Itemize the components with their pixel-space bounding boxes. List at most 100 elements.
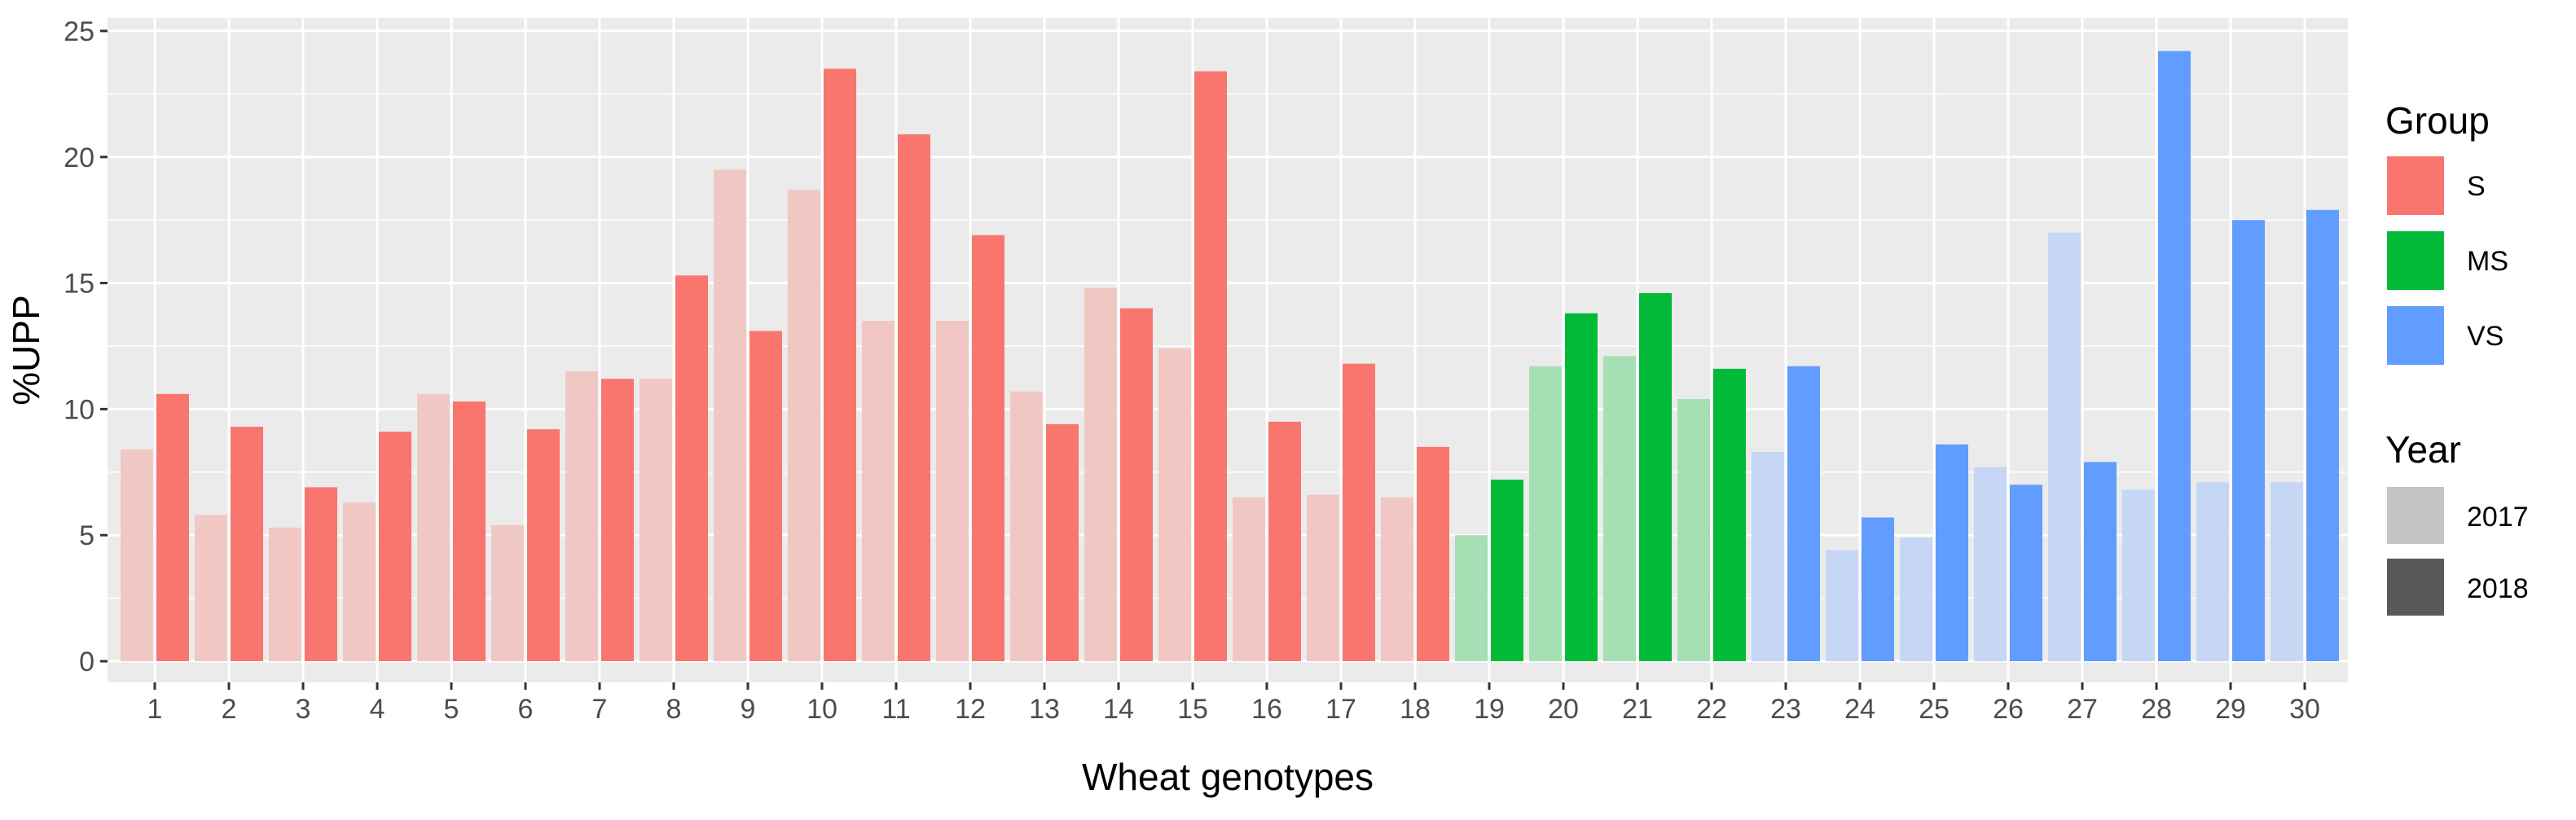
x-tick-label: 10 bbox=[807, 694, 837, 725]
bar-29-2017 bbox=[2196, 482, 2229, 661]
bar-26-2017 bbox=[1974, 467, 2007, 661]
y-tick-label: 25 bbox=[64, 16, 95, 47]
bar-3-2018 bbox=[305, 487, 337, 661]
bar-24-2017 bbox=[1826, 550, 1858, 661]
y-tick-label: 0 bbox=[79, 647, 95, 677]
bar-7-2018 bbox=[601, 379, 634, 661]
bar-19-2018 bbox=[1491, 480, 1523, 661]
bar-6-2018 bbox=[527, 429, 560, 661]
bar-21-2018 bbox=[1639, 292, 1672, 661]
bar-22-2018 bbox=[1713, 368, 1746, 661]
bar-8-2017 bbox=[640, 379, 672, 661]
x-tick-label: 30 bbox=[2289, 694, 2320, 725]
bar-15-2018 bbox=[1194, 71, 1227, 661]
x-tick-label: 11 bbox=[881, 694, 910, 725]
x-tick-label: 26 bbox=[1993, 694, 2024, 725]
bar-24-2018 bbox=[1862, 517, 1894, 661]
x-tick-label: 3 bbox=[296, 694, 311, 725]
bar-9-2018 bbox=[750, 331, 782, 661]
bar-11-2018 bbox=[898, 134, 930, 661]
bar-10-2017 bbox=[788, 190, 820, 662]
legend-key-2018 bbox=[2387, 559, 2444, 616]
x-tick-label: 6 bbox=[518, 694, 534, 725]
bar-19-2017 bbox=[1455, 535, 1488, 661]
x-tick-label: 17 bbox=[1325, 694, 1356, 725]
bar-10-2018 bbox=[824, 68, 856, 661]
x-tick-label: 28 bbox=[2141, 694, 2172, 725]
x-tick-label: 14 bbox=[1103, 694, 1134, 725]
legend-key-s bbox=[2387, 156, 2444, 215]
y-axis-ticks: 0 5 10 15 20 25 bbox=[64, 16, 108, 677]
x-tick-label: 4 bbox=[370, 694, 385, 725]
bar-27-2018 bbox=[2084, 462, 2117, 661]
bar-1-2017 bbox=[121, 449, 153, 661]
x-axis-ticks: 1 2 3 4 5 6 7 8 9 10 11 12 13 14 15 16 17 18 19 20 21 22 23 24 2… bbox=[147, 682, 2320, 725]
bar-28-2018 bbox=[2158, 50, 2191, 661]
bar-22-2017 bbox=[1677, 399, 1710, 661]
bar-27-2017 bbox=[2048, 232, 2081, 661]
bar-30-2017 bbox=[2270, 482, 2303, 661]
bar-14-2017 bbox=[1084, 287, 1117, 661]
bar-28-2017 bbox=[2122, 489, 2155, 661]
bar-26-2018 bbox=[2010, 485, 2042, 661]
bar-8-2018 bbox=[675, 275, 708, 661]
x-tick-label: 24 bbox=[1844, 694, 1875, 725]
legend-key-ms bbox=[2387, 231, 2444, 290]
bar-11-2017 bbox=[862, 321, 895, 661]
x-tick-label: 16 bbox=[1251, 694, 1282, 725]
x-tick-label: 5 bbox=[444, 694, 459, 725]
bar-7-2017 bbox=[565, 371, 598, 661]
y-axis-title: %UPP bbox=[5, 295, 47, 405]
y-tick-label: 20 bbox=[64, 143, 95, 173]
x-tick-label: 19 bbox=[1474, 694, 1505, 725]
x-tick-label: 21 bbox=[1622, 694, 1653, 725]
legend-year-title: Year bbox=[2385, 428, 2461, 471]
legend-key-2017 bbox=[2387, 487, 2444, 544]
bar-4-2017 bbox=[343, 502, 376, 661]
legend-group-title: Group bbox=[2385, 99, 2490, 142]
x-tick-label: 15 bbox=[1177, 694, 1208, 725]
y-tick-label: 15 bbox=[64, 269, 95, 300]
bar-15-2017 bbox=[1158, 349, 1191, 661]
bar-13-2017 bbox=[1010, 391, 1043, 661]
x-tick-label: 23 bbox=[1770, 694, 1801, 725]
legend-label-ms: MS bbox=[2467, 246, 2508, 277]
legend-label-2018: 2018 bbox=[2467, 573, 2529, 604]
x-tick-label: 22 bbox=[1696, 694, 1727, 725]
bar-20-2017 bbox=[1529, 366, 1562, 661]
x-tick-label: 9 bbox=[741, 694, 756, 725]
bar-16-2018 bbox=[1268, 421, 1301, 661]
x-tick-label: 27 bbox=[2067, 694, 2098, 725]
bar-5-2017 bbox=[417, 393, 450, 661]
x-tick-label: 7 bbox=[592, 694, 608, 725]
bar-25-2017 bbox=[1900, 537, 1932, 661]
y-tick-label: 5 bbox=[79, 520, 95, 551]
bar-20-2018 bbox=[1565, 313, 1598, 661]
bar-4-2018 bbox=[379, 432, 411, 661]
bar-25-2018 bbox=[1936, 444, 1968, 661]
bar-3-2017 bbox=[269, 527, 301, 661]
legend-key-vs bbox=[2387, 306, 2444, 365]
y-tick-label: 10 bbox=[64, 394, 95, 425]
bar-21-2017 bbox=[1603, 356, 1636, 661]
bar-13-2018 bbox=[1046, 423, 1079, 661]
bar-29-2018 bbox=[2232, 220, 2265, 661]
x-tick-label: 25 bbox=[1919, 694, 1950, 725]
x-tick-label: 1 bbox=[147, 694, 163, 725]
legend: Group Year S MS VS 2017 2018 bbox=[2385, 99, 2529, 616]
bar-30-2018 bbox=[2306, 209, 2339, 661]
bar-16-2017 bbox=[1233, 497, 1265, 661]
bar-5-2018 bbox=[453, 401, 486, 661]
bar-6-2017 bbox=[491, 524, 524, 661]
bar-23-2018 bbox=[1787, 366, 1820, 661]
x-tick-label: 8 bbox=[666, 694, 682, 725]
x-tick-label: 29 bbox=[2215, 694, 2246, 725]
bar-17-2018 bbox=[1343, 363, 1375, 661]
bar-18-2018 bbox=[1417, 446, 1449, 661]
bar-2-2018 bbox=[231, 427, 263, 661]
bar-17-2017 bbox=[1307, 494, 1339, 661]
legend-label-2017: 2017 bbox=[2467, 502, 2529, 533]
x-axis-title: Wheat genotypes bbox=[1082, 756, 1374, 798]
